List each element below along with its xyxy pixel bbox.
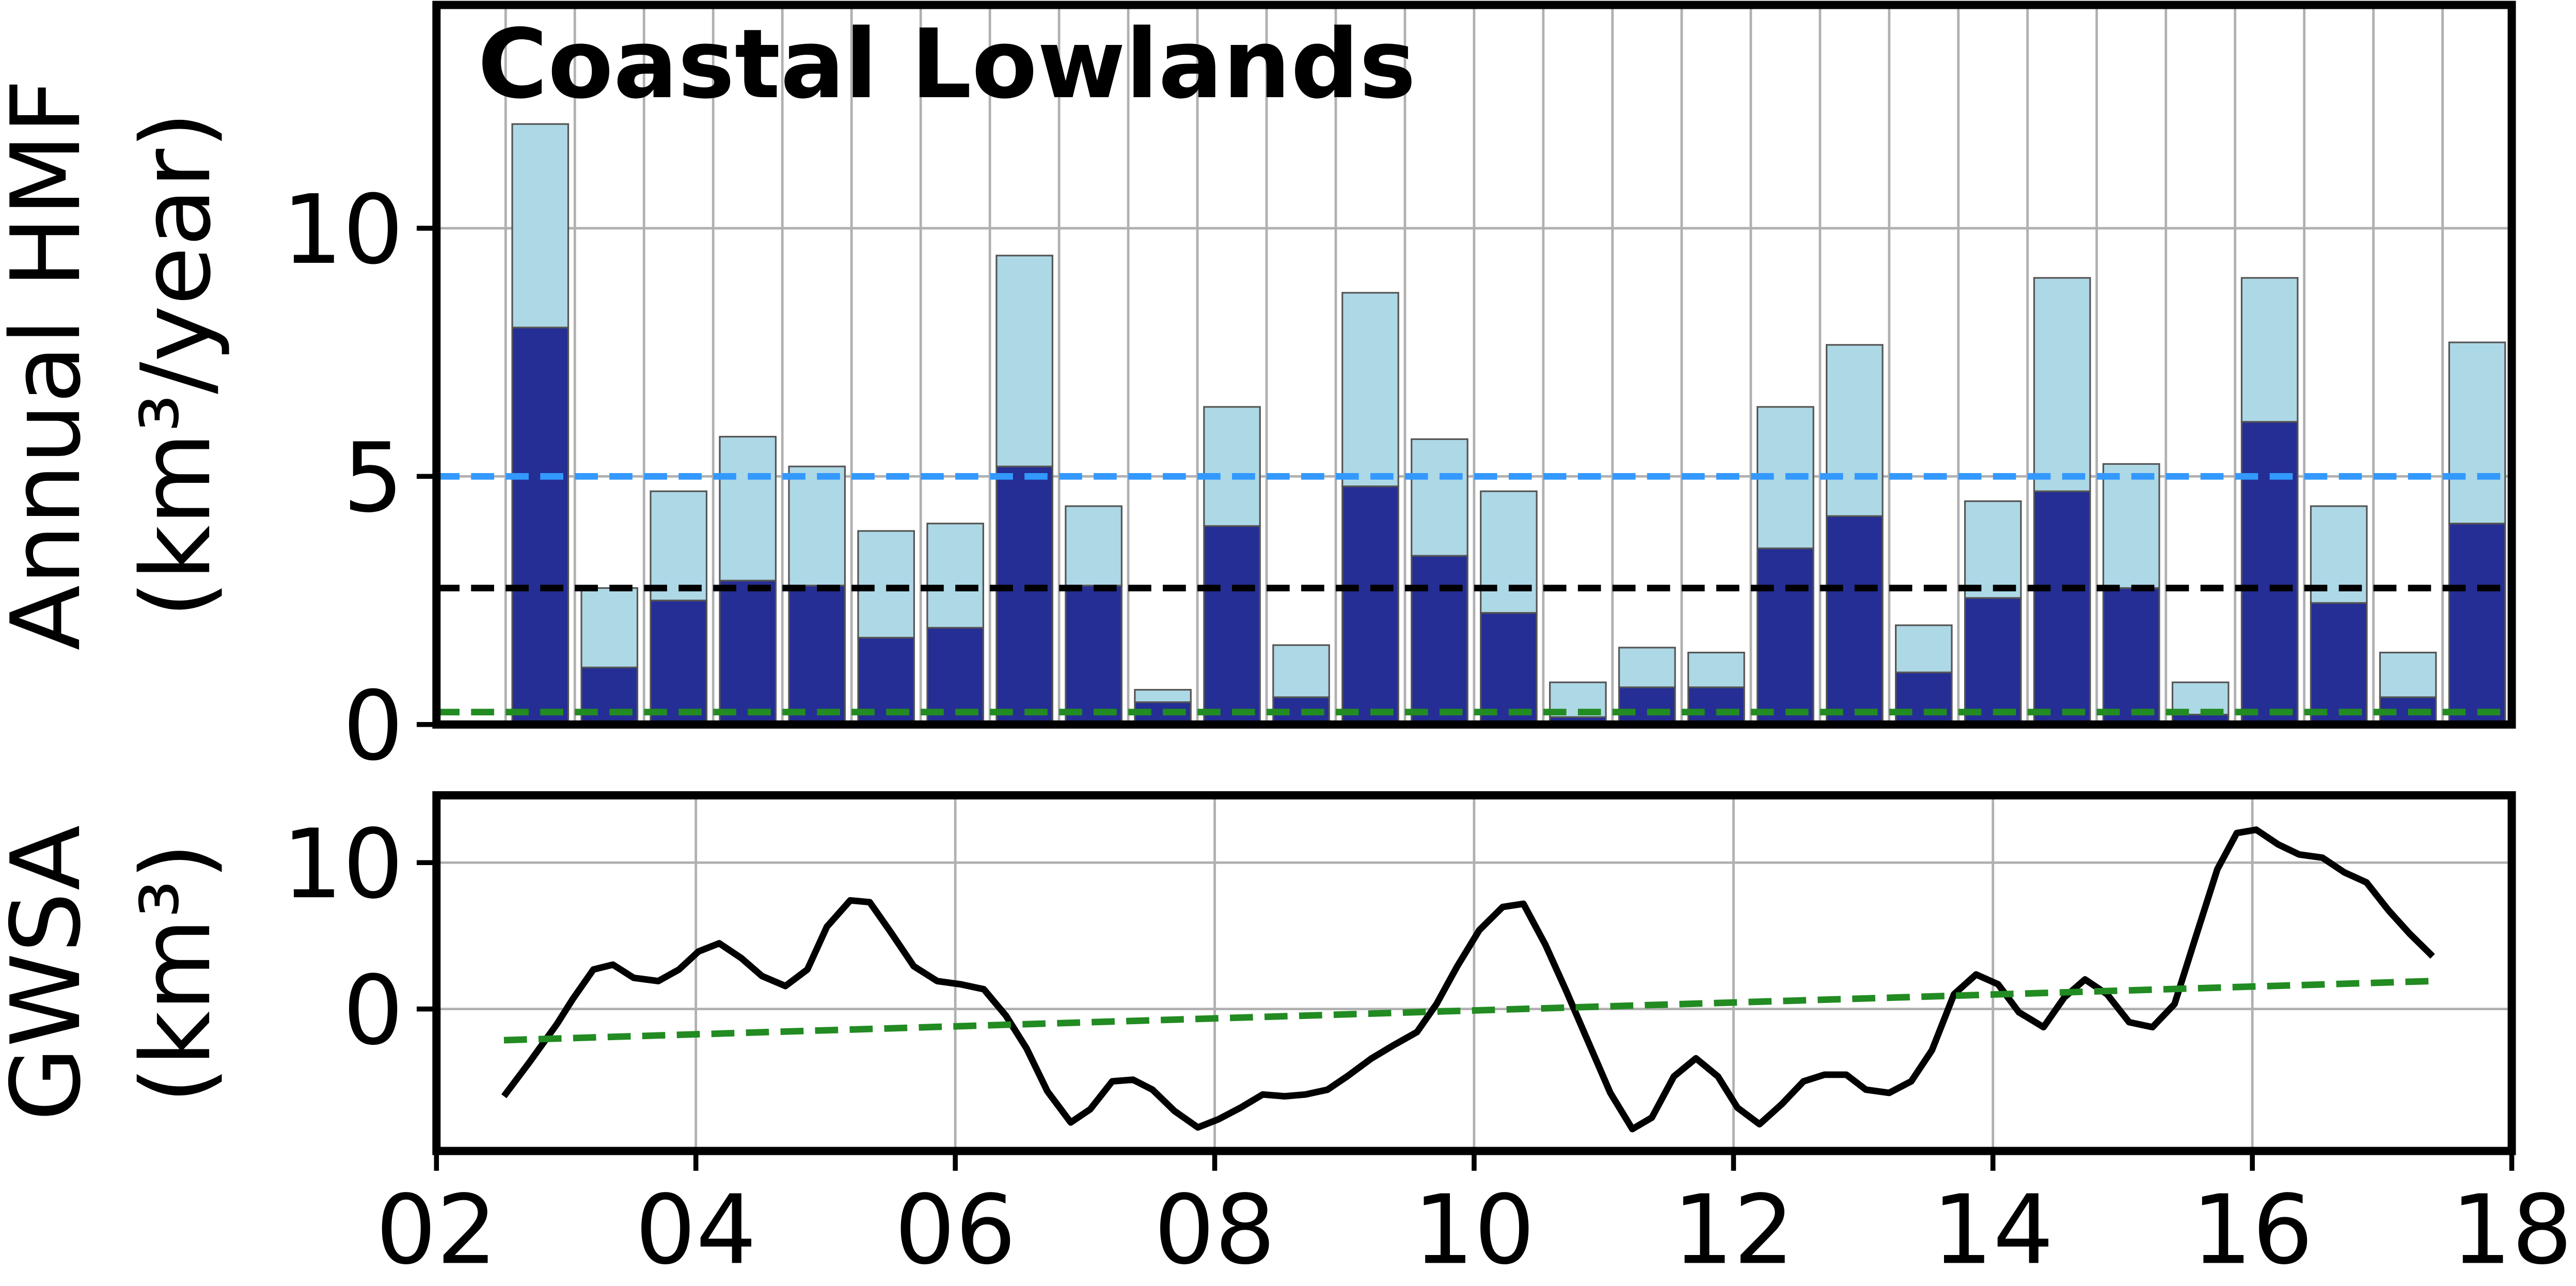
data-line — [501, 826, 2435, 1133]
bar-segment — [650, 490, 708, 602]
bar-segment — [2033, 277, 2091, 492]
bar-segment — [2379, 651, 2437, 698]
bar-segment — [1341, 485, 1399, 726]
bar-segment — [2310, 602, 2368, 726]
bar-segment — [1203, 406, 1261, 527]
bar-segment — [1411, 438, 1468, 557]
x-tick-label: 12 — [1673, 1174, 1794, 1285]
bar-segment — [511, 123, 570, 328]
bar-segment — [2448, 341, 2506, 525]
bar-segment — [857, 530, 915, 639]
bar-segment — [2102, 587, 2160, 726]
x-tick-label: 02 — [376, 1174, 497, 1285]
y-axis-label: (km³) — [120, 842, 232, 1104]
x-tick-label: 16 — [2191, 1174, 2313, 1285]
bar-segment — [1272, 644, 1330, 698]
bar-segment — [719, 579, 777, 726]
y-axis-label: (km³/year) — [120, 112, 232, 618]
chart-title: Coastal Lowlands — [478, 8, 1416, 120]
bar-segment — [1894, 671, 1953, 726]
bar-segment — [1687, 686, 1745, 726]
x-tick-label: 10 — [1413, 1174, 1535, 1285]
bar-segment — [926, 523, 984, 629]
bar-segment — [650, 600, 708, 726]
bar-segment — [995, 465, 1053, 726]
bar-segment — [2240, 277, 2299, 423]
bar-segment — [719, 435, 777, 582]
bar-segment — [1964, 500, 2022, 599]
bar-segment — [1757, 547, 1814, 726]
bar-segment — [2033, 490, 2091, 726]
bar-segment — [2448, 523, 2506, 726]
bar-segment — [1480, 490, 1538, 614]
y-axis-label: Annual HMF — [0, 79, 102, 650]
y-tick-label: 10 — [282, 174, 403, 286]
bar-segment — [1618, 647, 1676, 688]
bar-segment — [1134, 688, 1192, 703]
x-tick-label: 04 — [635, 1174, 756, 1285]
bar-segment — [1826, 515, 1884, 726]
trend-line — [503, 978, 2433, 1044]
bar-segment — [1894, 624, 1953, 673]
x-tick-label: 08 — [1154, 1174, 1275, 1285]
bar-segment — [1618, 686, 1676, 726]
y-axis-label: GWSA — [0, 825, 102, 1121]
x-tick-label: 14 — [1932, 1174, 2053, 1285]
bar-segment — [1411, 555, 1468, 726]
bar-segment — [1964, 597, 2022, 726]
bar-segment — [1480, 612, 1538, 726]
bar-segment — [1065, 505, 1123, 587]
bar-segment — [1203, 525, 1261, 726]
bar-segment — [580, 666, 639, 726]
bar-segment — [511, 326, 570, 726]
bar-segment — [2240, 421, 2299, 726]
y-tick-label: 0 — [343, 670, 404, 782]
x-tick-label: 06 — [894, 1174, 1016, 1285]
bar-segment — [788, 585, 846, 726]
plot-frame — [432, 791, 2516, 1155]
y-tick-label: 10 — [282, 808, 403, 920]
hmf-panel: 0 5 10 Coastal Lowlands Annual HMF (km³/year) — [0, 1, 2516, 782]
gwsa-panel: 0 10 02 04 06 08 10 12 14 16 18 GWSA (km³) — [0, 791, 2572, 1285]
bar-segment — [1065, 585, 1123, 726]
bar-segment — [1826, 344, 1884, 517]
y-tick-label: 0 — [343, 955, 404, 1067]
bar-segment — [788, 465, 846, 587]
bar-segment — [1687, 651, 1745, 688]
plot-frame — [432, 1, 2516, 729]
bar-segment — [1341, 292, 1399, 488]
bar-segment — [2102, 463, 2160, 589]
bar-segment — [995, 255, 1053, 467]
x-tick-label: 18 — [2451, 1174, 2572, 1285]
y-tick-label: 5 — [343, 422, 404, 534]
bar-segment — [580, 587, 639, 668]
bar-segment — [926, 626, 984, 726]
